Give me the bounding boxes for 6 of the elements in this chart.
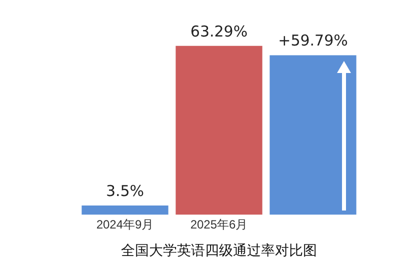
x-tick-label: 2025年6月 — [190, 217, 248, 232]
x-tick-label: 2024年9月 — [96, 217, 154, 232]
data-label: +59.79% — [278, 32, 348, 50]
data-label: 3.5% — [106, 182, 144, 200]
text: 全国大学英语四级通过率对比图 — [121, 243, 317, 260]
data-label: 63.29% — [190, 22, 248, 40]
